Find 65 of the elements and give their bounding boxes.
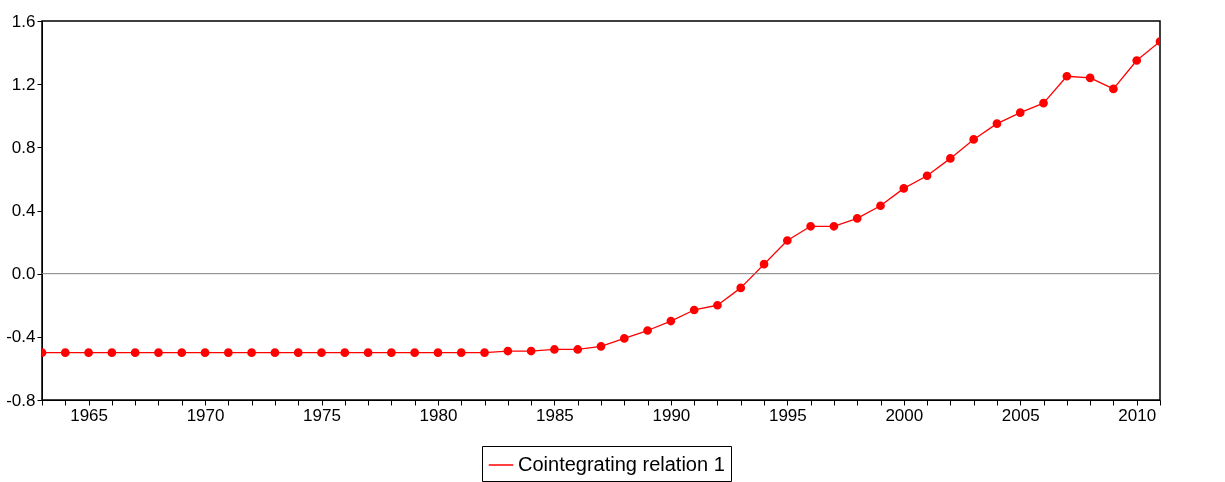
point [1062,71,1072,81]
y-tick-label: -0.4 [6,327,36,347]
x-tick-label: 1990 [652,405,691,425]
point [1109,84,1118,94]
point [782,236,792,245]
point [550,345,559,354]
point [876,201,885,211]
x-tick-label: 1985 [536,405,574,425]
point [1085,73,1095,83]
point [60,348,70,357]
point [84,348,93,357]
point [666,316,676,326]
x-tick-label: 1995 [768,405,807,425]
point [759,259,769,269]
point [946,154,955,163]
point [433,348,443,357]
point [1015,108,1025,117]
point [806,221,815,231]
point [200,348,210,357]
point [899,184,909,193]
y-tick-label: -0.8 [6,390,36,410]
y-tick-label: 0.0 [11,264,36,284]
point [317,348,326,357]
point [130,348,140,357]
x-tick-label: 1965 [70,405,108,425]
y-tick-label: 1.6 [11,11,36,31]
point [247,348,256,357]
point [526,346,536,356]
point [1132,56,1142,65]
point [969,135,979,144]
point [689,305,699,315]
x-tick-label: 1970 [186,405,225,425]
point [107,348,117,357]
point [177,348,187,357]
x-tick-label: 2010 [1118,405,1157,425]
x-tick-label: 2005 [1001,405,1040,425]
point [1039,98,1048,108]
point [596,341,606,351]
point [643,326,652,335]
point [573,345,583,354]
point [154,348,163,357]
point [619,334,629,343]
point [736,283,746,293]
x-tick-label: 2000 [885,405,924,425]
point [387,348,396,357]
point [410,348,420,357]
point [223,348,233,357]
point [340,348,350,357]
point [992,119,1002,128]
point [456,348,466,357]
legend-label: Cointegrating relation 1 [518,453,725,475]
y-tick-label: 0.8 [11,137,36,157]
point [922,171,932,181]
point [363,348,373,357]
x-tick-label: 1975 [303,405,341,425]
point [829,221,839,231]
point [713,300,722,310]
point [293,348,303,357]
point [480,348,489,357]
y-tick-label: 0.4 [11,201,36,220]
x-tick-label: 1980 [419,405,458,425]
y-tick-label: 1.2 [11,74,36,94]
point [852,214,862,223]
point [503,346,513,356]
point [270,348,280,357]
